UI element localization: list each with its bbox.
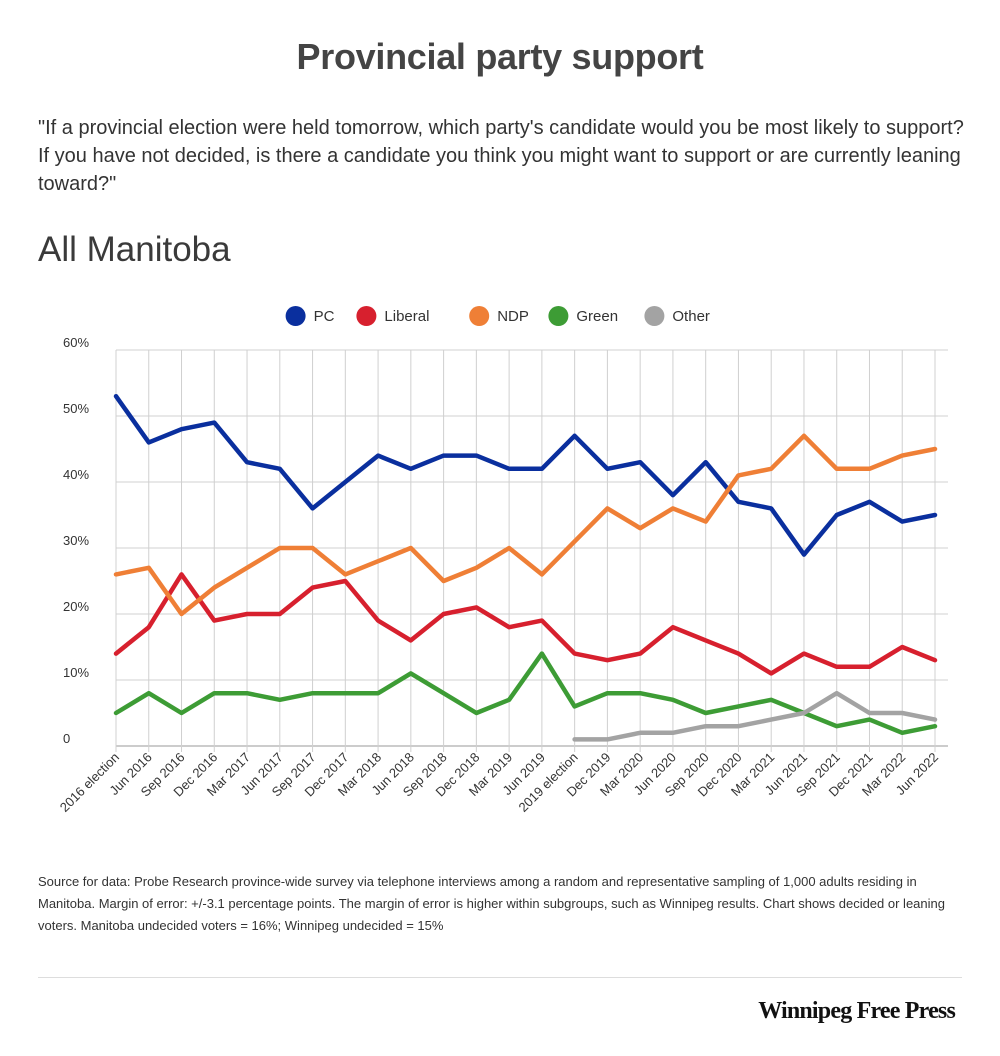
y-tick-label: 0	[63, 731, 70, 746]
legend-swatch	[356, 306, 377, 326]
y-tick-label: 30%	[63, 533, 89, 548]
legend-label: Other	[672, 308, 710, 325]
y-tick-label: 20%	[63, 599, 89, 614]
legend-item-pc: PC	[285, 306, 335, 326]
legend-item-other: Other	[644, 306, 710, 326]
y-tick-label: 10%	[63, 665, 89, 680]
series-line-pc	[113, 393, 938, 557]
chart-subtitle: All Manitoba	[38, 230, 231, 269]
footer-divider	[38, 977, 962, 978]
series-line-liberal	[113, 572, 938, 676]
legend-item-liberal: Liberal	[356, 306, 429, 326]
chart-legend: PC Liberal NDP Green Other	[285, 306, 710, 326]
legend-item-ndp: NDP	[469, 306, 529, 326]
source-note: Source for data: Probe Research province…	[38, 874, 945, 933]
legend-item-green: Green	[548, 306, 618, 326]
legend-label: PC	[314, 308, 335, 325]
chart-title: Provincial party support	[296, 36, 704, 77]
y-axis: 0 10% 20% 30% 40% 50% 60%	[63, 335, 89, 746]
chart-grid	[115, 349, 948, 752]
legend-swatch	[548, 306, 569, 326]
series-line-green	[113, 651, 938, 736]
survey-question: "If a provincial election were held tomo…	[38, 117, 964, 195]
line-chart: PC Liberal NDP Green Other 0 10% 20% 30% 40% 50% 6…	[57, 306, 948, 815]
y-tick-label: 40%	[63, 467, 89, 482]
legend-swatch	[285, 306, 306, 326]
legend-label: NDP	[497, 308, 529, 325]
y-tick-label: 50%	[63, 401, 89, 416]
legend-swatch	[644, 306, 665, 326]
legend-label: Liberal	[384, 308, 429, 325]
y-tick-label: 60%	[63, 335, 89, 350]
series-line-other	[572, 690, 938, 742]
chart-lines	[113, 393, 938, 742]
publisher-logo: Winnipeg Free Press	[758, 998, 956, 1024]
legend-swatch	[469, 306, 490, 326]
series-line-ndp	[113, 433, 938, 617]
legend-label: Green	[576, 308, 618, 325]
